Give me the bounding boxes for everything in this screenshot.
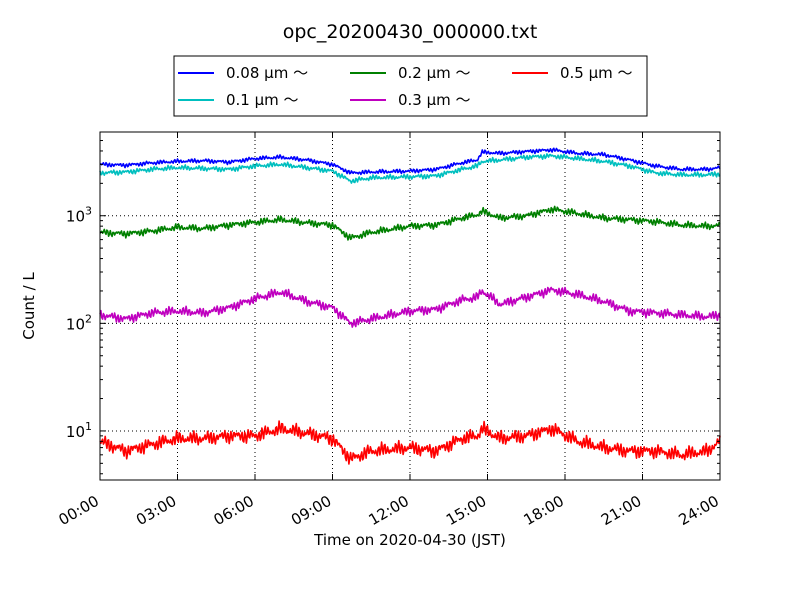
series-line	[99, 420, 721, 465]
series-line	[99, 286, 721, 328]
series-line	[99, 153, 721, 184]
x-tick-label: 21:00	[598, 492, 644, 529]
x-tick-label: 00:00	[56, 492, 102, 529]
x-tick-label: 15:00	[443, 492, 489, 529]
x-tick-label: 09:00	[288, 492, 334, 529]
legend-label: 0.08 μm ～	[226, 64, 308, 82]
x-tick-label: 18:00	[521, 492, 567, 529]
x-tick-label: 12:00	[366, 492, 412, 529]
y-tick-label: 103	[66, 205, 92, 226]
y-tick-label: 102	[66, 312, 92, 333]
legend-frame	[173, 55, 648, 117]
y-tick-labels: 101 102 103	[66, 205, 92, 441]
ticks	[99, 131, 721, 480]
x-tick-label: 24:00	[676, 492, 722, 529]
x-tick-labels: 00:00 03:00 06:00 09:00 12:00 15:00 18:00 21:00…	[56, 492, 722, 529]
legend-label: 0.1 μm ～	[226, 91, 299, 109]
series-line	[99, 205, 721, 241]
legend-label: 0.5 μm ～	[560, 64, 633, 82]
series-line	[99, 147, 721, 176]
y-axis-label: Count / L	[20, 272, 38, 340]
y-tick-label: 101	[66, 420, 92, 441]
legend-label: 0.2 μm ～	[398, 64, 471, 82]
legend: 0.08 μm ～ 0.1 μm ～ 0.2 μm ～ 0.3 μm ～ 0.5 μm …	[173, 55, 648, 117]
x-tick-label: 06:00	[211, 492, 257, 529]
legend-label: 0.3 μm ～	[398, 91, 471, 109]
data-lines	[99, 147, 721, 465]
chart-title: opc_20200430_000000.txt	[283, 21, 538, 43]
grid	[100, 132, 720, 480]
x-tick-label: 03:00	[133, 492, 179, 529]
x-axis-label: Time on 2020-04-30 (JST)	[313, 531, 506, 549]
